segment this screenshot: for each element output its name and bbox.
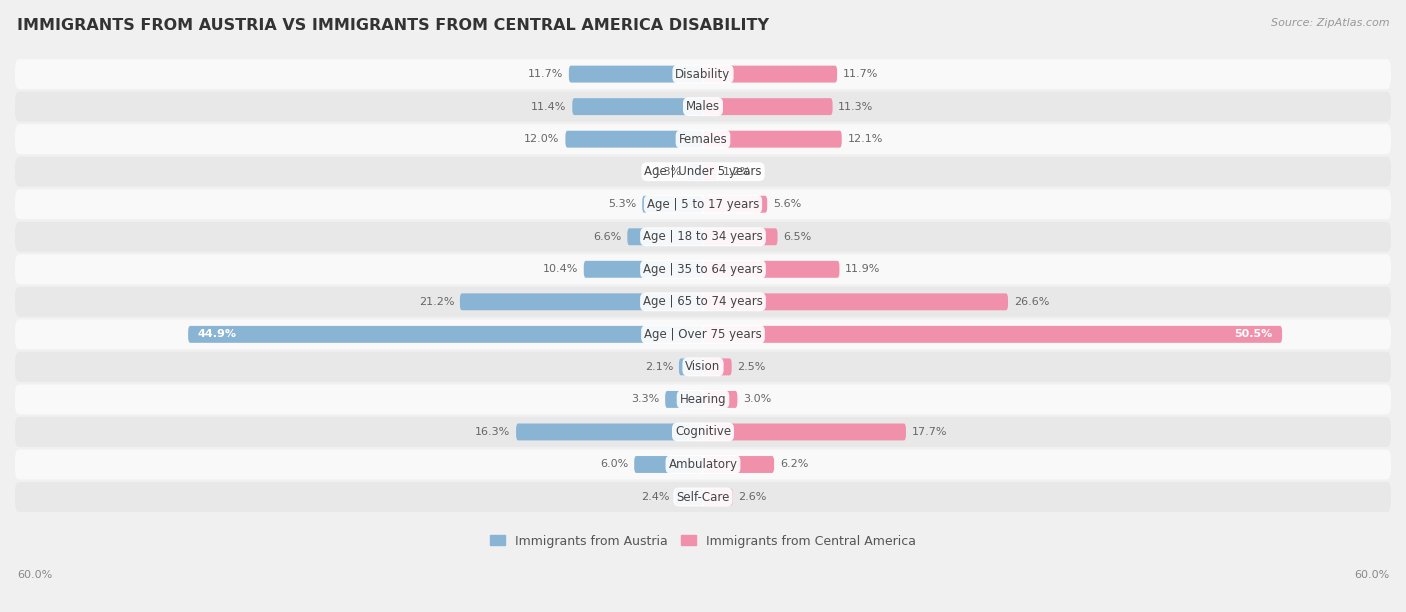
Text: 6.2%: 6.2% bbox=[780, 460, 808, 469]
FancyBboxPatch shape bbox=[703, 65, 837, 83]
FancyBboxPatch shape bbox=[15, 222, 1391, 252]
FancyBboxPatch shape bbox=[15, 384, 1391, 414]
Text: Ambulatory: Ambulatory bbox=[668, 458, 738, 471]
FancyBboxPatch shape bbox=[15, 482, 1391, 512]
Text: 6.6%: 6.6% bbox=[593, 232, 621, 242]
Legend: Immigrants from Austria, Immigrants from Central America: Immigrants from Austria, Immigrants from… bbox=[485, 529, 921, 553]
FancyBboxPatch shape bbox=[675, 488, 703, 506]
FancyBboxPatch shape bbox=[460, 293, 703, 310]
Text: Males: Males bbox=[686, 100, 720, 113]
Text: 1.2%: 1.2% bbox=[723, 166, 751, 177]
Text: 21.2%: 21.2% bbox=[419, 297, 454, 307]
Text: Age | Over 75 years: Age | Over 75 years bbox=[644, 328, 762, 341]
FancyBboxPatch shape bbox=[688, 163, 703, 180]
FancyBboxPatch shape bbox=[565, 131, 703, 147]
FancyBboxPatch shape bbox=[703, 228, 778, 245]
Text: 5.3%: 5.3% bbox=[609, 200, 637, 209]
FancyBboxPatch shape bbox=[15, 255, 1391, 284]
Text: 6.5%: 6.5% bbox=[783, 232, 811, 242]
FancyBboxPatch shape bbox=[703, 391, 737, 408]
Text: 2.1%: 2.1% bbox=[645, 362, 673, 372]
Text: 44.9%: 44.9% bbox=[197, 329, 236, 340]
FancyBboxPatch shape bbox=[583, 261, 703, 278]
Text: Age | 5 to 17 years: Age | 5 to 17 years bbox=[647, 198, 759, 211]
FancyBboxPatch shape bbox=[15, 189, 1391, 219]
Text: 12.1%: 12.1% bbox=[848, 134, 883, 144]
FancyBboxPatch shape bbox=[703, 456, 775, 473]
FancyBboxPatch shape bbox=[569, 65, 703, 83]
Text: Self-Care: Self-Care bbox=[676, 491, 730, 504]
FancyBboxPatch shape bbox=[703, 293, 1008, 310]
Text: 11.7%: 11.7% bbox=[527, 69, 564, 79]
Text: 16.3%: 16.3% bbox=[475, 427, 510, 437]
FancyBboxPatch shape bbox=[15, 450, 1391, 479]
Text: IMMIGRANTS FROM AUSTRIA VS IMMIGRANTS FROM CENTRAL AMERICA DISABILITY: IMMIGRANTS FROM AUSTRIA VS IMMIGRANTS FR… bbox=[17, 18, 769, 34]
Text: Source: ZipAtlas.com: Source: ZipAtlas.com bbox=[1271, 18, 1389, 28]
FancyBboxPatch shape bbox=[15, 352, 1391, 382]
Text: 11.7%: 11.7% bbox=[842, 69, 879, 79]
FancyBboxPatch shape bbox=[516, 424, 703, 441]
FancyBboxPatch shape bbox=[15, 319, 1391, 349]
Text: 60.0%: 60.0% bbox=[1354, 570, 1389, 580]
Text: 10.4%: 10.4% bbox=[543, 264, 578, 274]
Text: 11.3%: 11.3% bbox=[838, 102, 873, 111]
FancyBboxPatch shape bbox=[703, 359, 731, 375]
Text: 2.4%: 2.4% bbox=[641, 492, 669, 502]
FancyBboxPatch shape bbox=[15, 157, 1391, 187]
Text: 6.0%: 6.0% bbox=[600, 460, 628, 469]
FancyBboxPatch shape bbox=[703, 261, 839, 278]
Text: 3.0%: 3.0% bbox=[744, 394, 772, 405]
FancyBboxPatch shape bbox=[703, 424, 905, 441]
FancyBboxPatch shape bbox=[703, 163, 717, 180]
FancyBboxPatch shape bbox=[703, 488, 733, 506]
FancyBboxPatch shape bbox=[703, 196, 768, 213]
Text: 12.0%: 12.0% bbox=[524, 134, 560, 144]
Text: 50.5%: 50.5% bbox=[1234, 329, 1272, 340]
Text: 60.0%: 60.0% bbox=[17, 570, 52, 580]
FancyBboxPatch shape bbox=[572, 98, 703, 115]
Text: Hearing: Hearing bbox=[679, 393, 727, 406]
FancyBboxPatch shape bbox=[665, 391, 703, 408]
FancyBboxPatch shape bbox=[15, 92, 1391, 122]
FancyBboxPatch shape bbox=[15, 417, 1391, 447]
Text: Age | 35 to 64 years: Age | 35 to 64 years bbox=[643, 263, 763, 276]
Text: Females: Females bbox=[679, 133, 727, 146]
FancyBboxPatch shape bbox=[15, 59, 1391, 89]
Text: 1.3%: 1.3% bbox=[654, 166, 682, 177]
Text: 5.6%: 5.6% bbox=[773, 200, 801, 209]
Text: 11.9%: 11.9% bbox=[845, 264, 880, 274]
FancyBboxPatch shape bbox=[188, 326, 703, 343]
FancyBboxPatch shape bbox=[643, 196, 703, 213]
Text: Age | 18 to 34 years: Age | 18 to 34 years bbox=[643, 230, 763, 243]
FancyBboxPatch shape bbox=[634, 456, 703, 473]
FancyBboxPatch shape bbox=[703, 98, 832, 115]
Text: Disability: Disability bbox=[675, 67, 731, 81]
Text: 3.3%: 3.3% bbox=[631, 394, 659, 405]
Text: Vision: Vision bbox=[685, 360, 721, 373]
Text: 17.7%: 17.7% bbox=[911, 427, 948, 437]
Text: 26.6%: 26.6% bbox=[1014, 297, 1049, 307]
Text: 11.4%: 11.4% bbox=[531, 102, 567, 111]
FancyBboxPatch shape bbox=[15, 124, 1391, 154]
Text: Cognitive: Cognitive bbox=[675, 425, 731, 438]
Text: Age | Under 5 years: Age | Under 5 years bbox=[644, 165, 762, 178]
Text: 2.6%: 2.6% bbox=[738, 492, 766, 502]
FancyBboxPatch shape bbox=[15, 287, 1391, 317]
FancyBboxPatch shape bbox=[627, 228, 703, 245]
FancyBboxPatch shape bbox=[679, 359, 703, 375]
Text: Age | 65 to 74 years: Age | 65 to 74 years bbox=[643, 296, 763, 308]
Text: 2.5%: 2.5% bbox=[737, 362, 766, 372]
FancyBboxPatch shape bbox=[703, 131, 842, 147]
FancyBboxPatch shape bbox=[703, 326, 1282, 343]
